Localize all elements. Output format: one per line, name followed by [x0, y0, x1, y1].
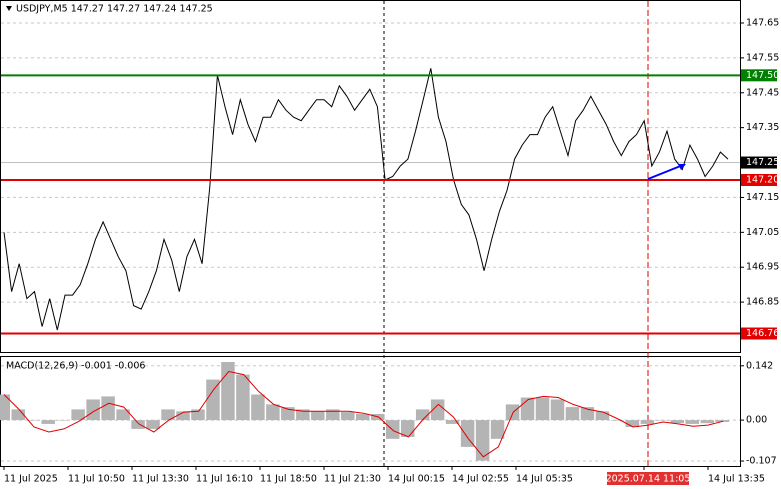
macd-bar — [700, 420, 715, 424]
macd-bar — [191, 409, 205, 421]
x-tick-label: 14 Jul 13:35 — [708, 474, 765, 485]
y-tick-label: 147.55 — [746, 52, 779, 63]
macd-bar — [41, 420, 55, 424]
macd-bar — [266, 404, 280, 421]
macd-bar — [655, 420, 670, 421]
macd-bar — [116, 409, 130, 421]
macd-bar — [101, 396, 115, 421]
menu-triangle — [6, 6, 12, 11]
macd-bar — [490, 420, 505, 439]
price-panel — [0, 0, 741, 353]
macd-bar — [415, 409, 430, 421]
level-label: 147.20 — [746, 174, 779, 185]
macd-bar — [625, 420, 640, 427]
x-tick-label: 11 Jul 18:50 — [260, 474, 317, 485]
macd-bar — [640, 420, 655, 424]
macd-bar — [251, 394, 265, 421]
macd-bar — [430, 399, 445, 421]
y-tick-label: 147.65 — [746, 17, 779, 28]
macd-bar — [176, 411, 190, 421]
macd-bar — [520, 397, 535, 421]
macd-bar — [236, 374, 250, 421]
level-label: 146.76 — [746, 328, 779, 339]
x-tick-label: 11 Jul 16:10 — [196, 474, 253, 485]
macd-bar — [296, 409, 310, 421]
x-tick-label: 14 Jul 05:35 — [516, 474, 573, 485]
macd-bar — [26, 420, 40, 421]
macd-bar — [161, 409, 175, 421]
macd-bar — [326, 409, 340, 421]
y-tick-label: 147.45 — [746, 87, 779, 98]
macd-bar — [11, 409, 25, 421]
macd-bar — [356, 413, 370, 421]
level-marker — [741, 156, 777, 169]
x-tick-label: 2025.07.14 11:05 — [606, 474, 691, 485]
trend-arrow — [647, 164, 684, 180]
macd-bar — [0, 394, 10, 421]
macd-bar — [71, 409, 85, 421]
y-tick-label: 147.35 — [746, 122, 779, 133]
y-tick-label: 147.15 — [746, 192, 779, 203]
y-tick-label: 147.05 — [746, 227, 779, 238]
x-tick-label: 11 Jul 21:30 — [324, 474, 381, 485]
price-line — [3, 68, 729, 331]
y-tick-label: 146.85 — [746, 297, 779, 308]
level-marker — [741, 173, 777, 186]
level-label: 147.25 — [746, 157, 779, 168]
y-tick-label: -0.107 — [746, 456, 777, 467]
y-tick-label: 146.95 — [746, 262, 779, 273]
macd-bar — [685, 420, 700, 424]
x-tick-label: 11 Jul 10:50 — [68, 474, 125, 485]
macd-bar — [311, 411, 325, 421]
macd-bar — [131, 420, 145, 429]
macd-bar — [535, 397, 550, 421]
macd-bar — [505, 404, 520, 421]
level-marker — [741, 69, 777, 82]
macd-bar — [281, 407, 295, 421]
time-marker — [607, 472, 689, 485]
macd-bar — [56, 420, 70, 421]
macd-bar — [670, 420, 685, 424]
macd-title: MACD(12,26,9) -0.001 -0.006 — [6, 361, 145, 372]
macd-bar — [86, 399, 100, 421]
signal-line — [3, 370, 724, 458]
macd-bar — [460, 420, 475, 447]
y-tick-label: 0.00 — [746, 415, 767, 426]
level-marker — [741, 327, 777, 340]
macd-bar — [400, 420, 415, 437]
x-tick-label: 14 Jul 00:15 — [388, 474, 445, 485]
x-tick-label: 11 Jul 2025 — [4, 474, 58, 485]
macd-bar — [550, 399, 565, 421]
macd-bar — [565, 407, 580, 421]
macd-bar — [595, 411, 610, 421]
macd-bar — [341, 412, 355, 421]
arrow-head — [678, 164, 686, 170]
macd-bar — [610, 420, 625, 421]
x-tick-label: 14 Jul 02:55 — [452, 474, 509, 485]
macd-bar — [221, 361, 235, 421]
y-tick-label: 0.142 — [746, 360, 773, 371]
macd-bar — [475, 420, 490, 461]
macd-bar — [445, 420, 460, 424]
x-tick-label: 11 Jul 13:30 — [132, 474, 189, 485]
level-label: 147.50 — [746, 70, 779, 81]
macd-bar — [146, 420, 160, 429]
macd-bar — [206, 379, 220, 421]
chart-title: USDJPY,M5 147.27 147.27 147.24 147.25 — [16, 4, 213, 15]
